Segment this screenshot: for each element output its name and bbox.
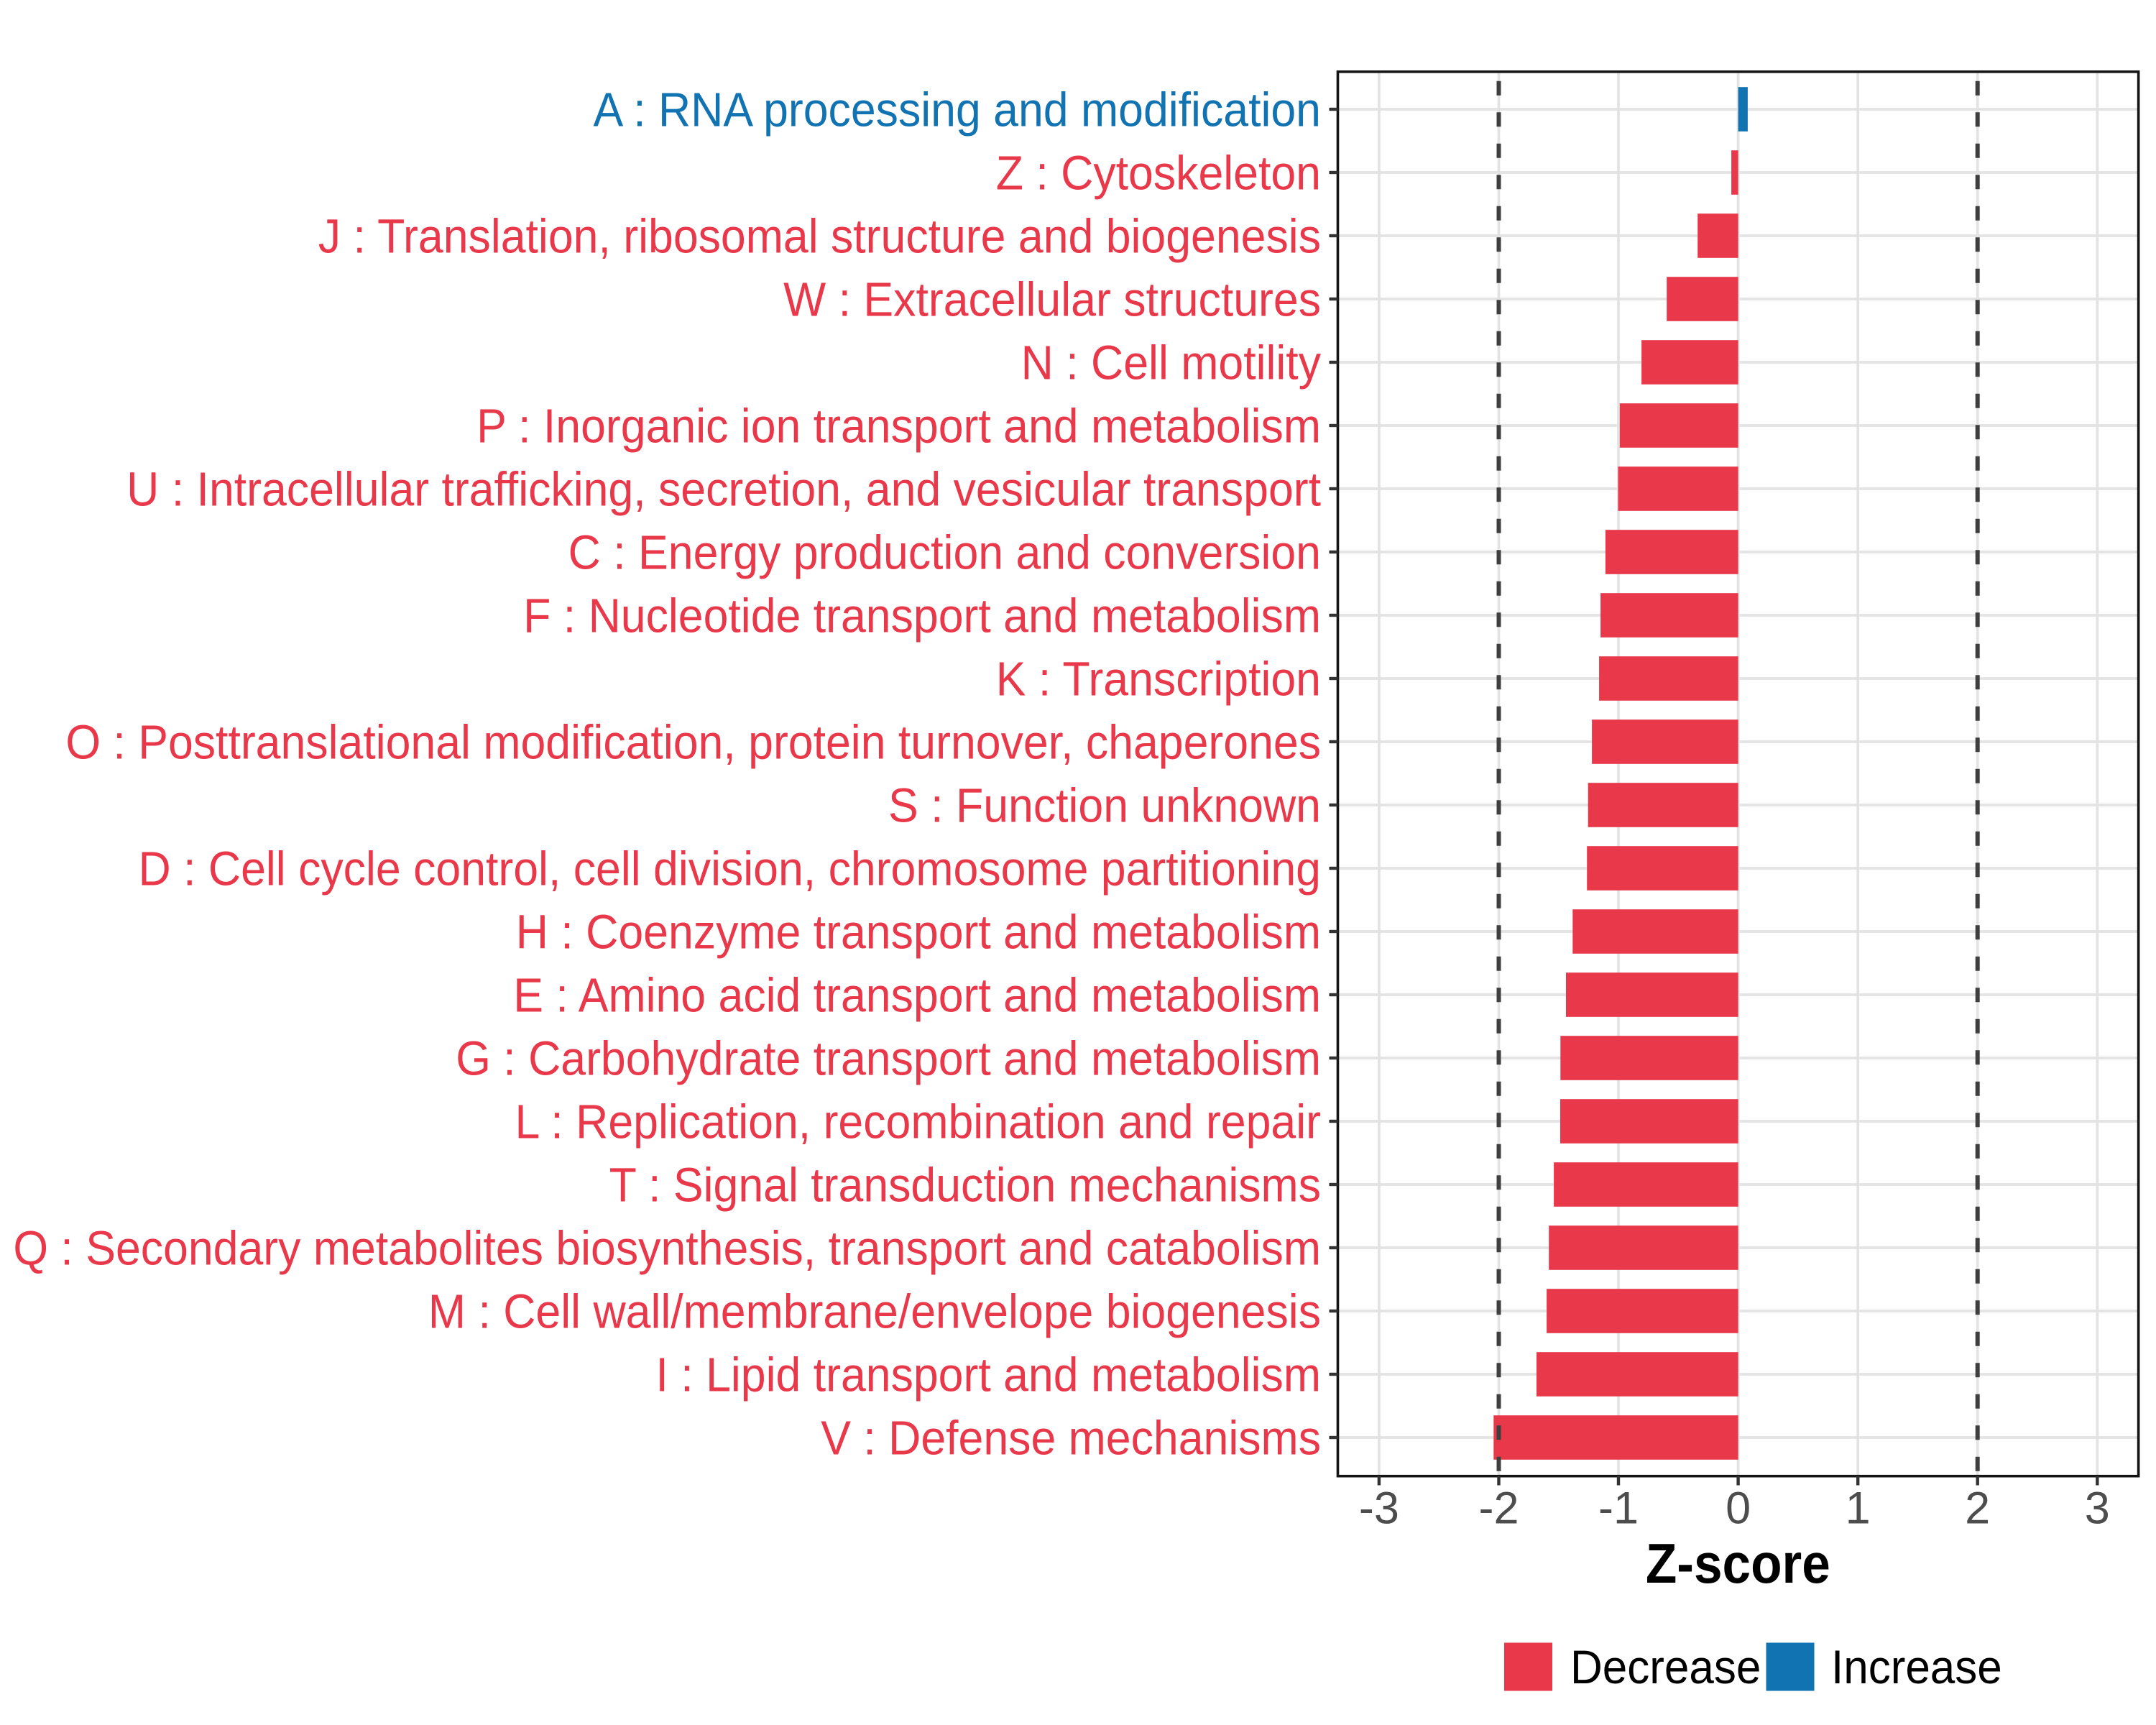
svg-text:S : Function unknown: S : Function unknown bbox=[888, 779, 1321, 832]
svg-text:N : Cell motility: N : Cell motility bbox=[1021, 336, 1322, 390]
svg-text:H : Coenzyme transport and met: H : Coenzyme transport and metabolism bbox=[516, 906, 1321, 959]
svg-text:1: 1 bbox=[1846, 1484, 1871, 1534]
svg-text:M : Cell wall/membrane/envelop: M : Cell wall/membrane/envelope biogenes… bbox=[428, 1285, 1321, 1338]
svg-text:3: 3 bbox=[2085, 1484, 2110, 1534]
svg-text:I : Lipid transport and metabo: I : Lipid transport and metabolism bbox=[656, 1348, 1321, 1402]
svg-text:C : Energy production and conv: C : Energy production and conversion bbox=[568, 526, 1321, 579]
svg-text:Increase: Increase bbox=[1831, 1640, 2002, 1693]
svg-text:-2: -2 bbox=[1478, 1484, 1519, 1534]
svg-text:F : Nucleotide transport and m: F : Nucleotide transport and metabolism bbox=[523, 589, 1321, 643]
svg-text:2: 2 bbox=[1965, 1484, 1990, 1534]
svg-text:Z : Cytoskeleton: Z : Cytoskeleton bbox=[996, 147, 1321, 200]
svg-text:0: 0 bbox=[1726, 1484, 1751, 1534]
svg-text:L : Replication, recombination: L : Replication, recombination and repai… bbox=[515, 1095, 1321, 1149]
svg-text:G : Carbohydrate transport and: G : Carbohydrate transport and metabolis… bbox=[456, 1032, 1321, 1085]
svg-text:W : Extracellular structures: W : Extracellular structures bbox=[783, 273, 1321, 326]
svg-text:O : Posttranslational modifica: O : Posttranslational modification, prot… bbox=[65, 716, 1321, 769]
svg-text:V : Defense mechanisms: V : Defense mechanisms bbox=[821, 1412, 1321, 1465]
svg-text:Decrease: Decrease bbox=[1570, 1640, 1761, 1693]
svg-text:J : Translation, ribosomal str: J : Translation, ribosomal structure and… bbox=[318, 210, 1321, 263]
svg-text:D : Cell cycle control, cell d: D : Cell cycle control, cell division, c… bbox=[138, 842, 1321, 896]
svg-text:A : RNA processing and modific: A : RNA processing and modification bbox=[594, 83, 1321, 137]
svg-text:-3: -3 bbox=[1359, 1484, 1399, 1534]
svg-text:Z-score: Z-score bbox=[1646, 1532, 1830, 1595]
svg-text:E : Amino acid transport and m: E : Amino acid transport and metabolism bbox=[513, 969, 1321, 1022]
svg-text:Q : Secondary metabolites bios: Q : Secondary metabolites biosynthesis, … bbox=[13, 1222, 1321, 1275]
svg-text:K : Transcription: K : Transcription bbox=[996, 653, 1321, 706]
svg-text:P : Inorganic ion transport an: P : Inorganic ion transport and metaboli… bbox=[476, 400, 1321, 453]
svg-text:T : Signal transduction mechan: T : Signal transduction mechanisms bbox=[609, 1159, 1321, 1212]
svg-text:-1: -1 bbox=[1598, 1484, 1639, 1534]
svg-text:U : Intracellular trafficking,: U : Intracellular trafficking, secretion… bbox=[126, 463, 1321, 516]
